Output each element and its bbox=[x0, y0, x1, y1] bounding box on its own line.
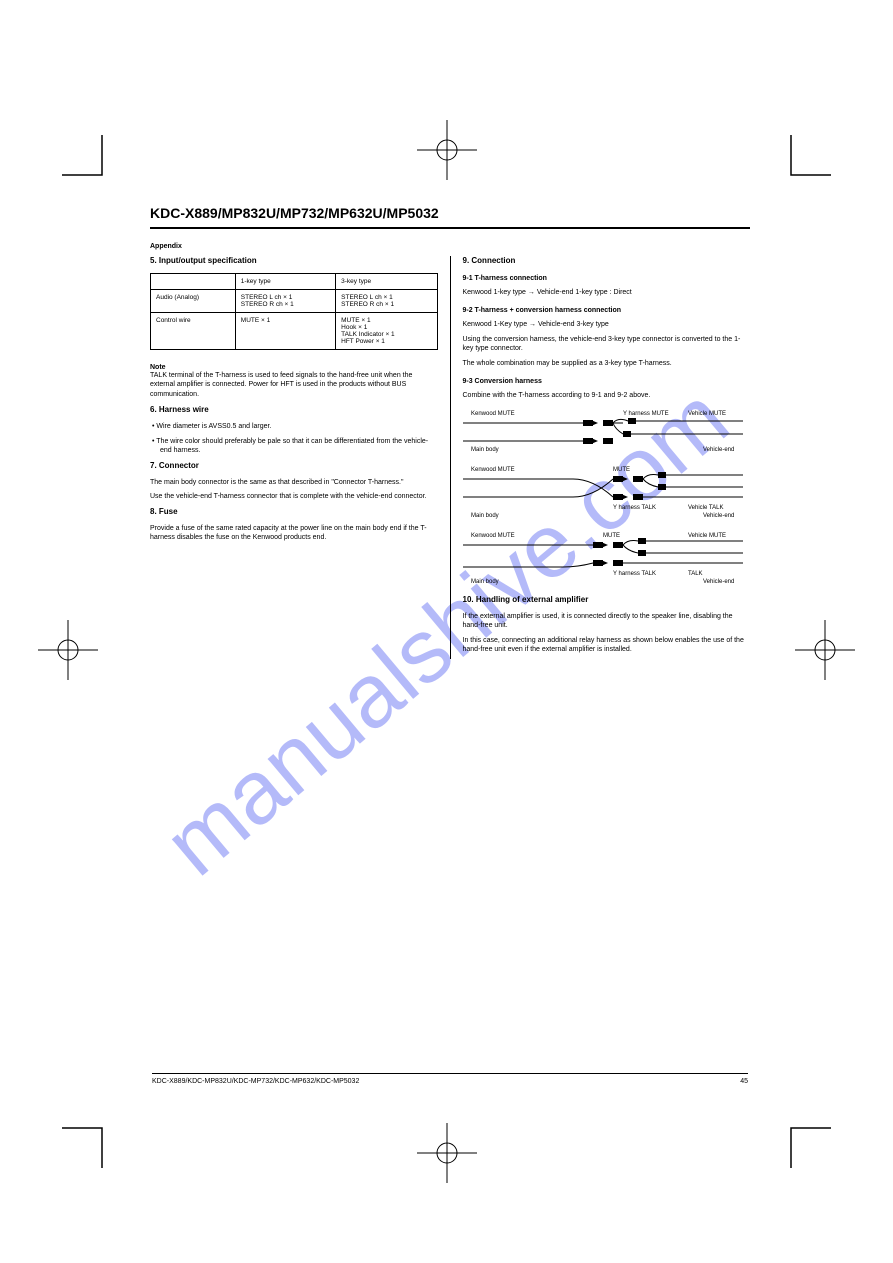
page-content: KDC-X889/MP832U/MP732/MP632U/MP5032 Appe… bbox=[150, 205, 750, 1085]
svg-text:Vehicle MUTE: Vehicle MUTE bbox=[688, 411, 726, 417]
table-cell: MUTE × 1 Hook × 1 TALK Indicator × 1 HFT… bbox=[336, 313, 437, 350]
svg-text:MUTE: MUTE bbox=[613, 467, 630, 473]
sec91-title: 9-1 T-harness connection bbox=[463, 275, 751, 282]
table-header: 3-key type bbox=[336, 274, 437, 290]
cable-figure-b: Kenwood MUTE MUTE bbox=[463, 463, 751, 519]
sec8-p: Provide a fuse of the same rated capacit… bbox=[150, 524, 438, 543]
svg-text:Kenwood MUTE: Kenwood MUTE bbox=[471, 533, 515, 539]
sec8-title: 8. Fuse bbox=[150, 507, 438, 516]
table-cell: Audio (Analog) bbox=[151, 290, 236, 313]
crop-mark-tr-icon bbox=[783, 135, 831, 183]
sec7-p1: The main body connector is the same as t… bbox=[150, 478, 438, 487]
svg-text:Vehicle-end: Vehicle-end bbox=[703, 579, 734, 585]
table-header bbox=[151, 274, 236, 290]
footer-page-number: 45 bbox=[740, 1078, 748, 1085]
right-column: 9. Connection 9-1 T-harness connection K… bbox=[451, 256, 751, 659]
sec92-pc: The whole combination may be supplied as… bbox=[463, 359, 751, 368]
svg-text:Main body: Main body bbox=[471, 447, 499, 453]
cable-figure-a: Kenwood MUTE Y harness MUTE Vehicle MUTE bbox=[463, 407, 751, 453]
registration-right-icon bbox=[795, 620, 855, 680]
footer-model: KDC-X889/KDC-MP832U/KDC-MP732/KDC-MP632/… bbox=[152, 1078, 359, 1085]
svg-text:Kenwood MUTE: Kenwood MUTE bbox=[471, 467, 515, 473]
sec6-b2: • The wire color should preferably be pa… bbox=[150, 437, 438, 456]
sec6-b1: • Wire diameter is AVSS0.5 and larger. bbox=[150, 422, 438, 431]
svg-text:Main body: Main body bbox=[471, 579, 499, 585]
svg-text:Y harness TALK: Y harness TALK bbox=[613, 571, 656, 577]
appendix-label: Appendix bbox=[150, 243, 750, 250]
svg-text:Vehicle MUTE: Vehicle MUTE bbox=[688, 533, 726, 539]
svg-text:TALK: TALK bbox=[688, 571, 703, 577]
registration-top-icon bbox=[417, 120, 477, 180]
table-row: 1-key type 3-key type bbox=[151, 274, 438, 290]
sec92-pa: Kenwood 1-Key type → Vehicle-end 3-key t… bbox=[463, 320, 751, 329]
cable-figure-c: Kenwood MUTE MUTE Vehicle MUTE bbox=[463, 529, 751, 585]
sec7-title: 7. Connector bbox=[150, 461, 438, 470]
table-cell: STEREO L ch × 1 STEREO R ch × 1 bbox=[235, 290, 335, 313]
sec92-pb: Using the conversion harness, the vehicl… bbox=[463, 335, 751, 354]
sec92-title: 9-2 T-harness + conversion harness conne… bbox=[463, 307, 751, 314]
svg-text:MUTE: MUTE bbox=[603, 533, 620, 539]
sec93-p: Combine with the T-harness according to … bbox=[463, 391, 751, 400]
io-spec-table: 1-key type 3-key type Audio (Analog) STE… bbox=[150, 273, 438, 350]
svg-text:Vehicle-end: Vehicle-end bbox=[703, 513, 734, 519]
registration-left-icon bbox=[38, 620, 98, 680]
table-header: 1-key type bbox=[235, 274, 335, 290]
crop-mark-tl-icon bbox=[62, 135, 110, 183]
sec7-p2: Use the vehicle-end T-harness connector … bbox=[150, 492, 438, 501]
table-cell: Control wire bbox=[151, 313, 236, 350]
sec6-title: 6. Harness wire bbox=[150, 405, 438, 414]
left-column: 5. Input/output specification 1-key type… bbox=[150, 256, 451, 659]
crop-mark-bl-icon bbox=[62, 1120, 110, 1168]
sec91-p: Kenwood 1-key type → Vehicle-end 1-key t… bbox=[463, 288, 751, 297]
registration-bottom-icon bbox=[417, 1123, 477, 1183]
svg-text:Vehicle-end: Vehicle-end bbox=[703, 447, 734, 453]
note-body: TALK terminal of the T-harness is used t… bbox=[150, 371, 438, 399]
crop-mark-br-icon bbox=[783, 1120, 831, 1168]
svg-text:Kenwood MUTE: Kenwood MUTE bbox=[471, 411, 515, 417]
page-title: KDC-X889/MP832U/MP732/MP632U/MP5032 bbox=[150, 205, 750, 221]
svg-text:Y harness TALK: Y harness TALK bbox=[613, 505, 656, 511]
page-footer: KDC-X889/KDC-MP832U/KDC-MP732/KDC-MP632/… bbox=[150, 1073, 750, 1085]
sec10-p2: In this case, connecting an additional r… bbox=[463, 636, 751, 655]
table-row: Control wire MUTE × 1 MUTE × 1 Hook × 1 … bbox=[151, 313, 438, 350]
sec93-title: 9-3 Conversion harness bbox=[463, 378, 751, 385]
sec10-title: 10. Handling of external amplifier bbox=[463, 595, 751, 604]
title-rule bbox=[150, 227, 750, 229]
svg-text:Vehicle TALK: Vehicle TALK bbox=[688, 505, 723, 511]
table-row: Audio (Analog) STEREO L ch × 1 STEREO R … bbox=[151, 290, 438, 313]
sec9-title: 9. Connection bbox=[463, 256, 751, 265]
sec5-title: 5. Input/output specification bbox=[150, 256, 438, 265]
table-cell: STEREO L ch × 1 STEREO R ch × 1 bbox=[336, 290, 437, 313]
sec10-p1: If the external amplifier is used, it is… bbox=[463, 612, 751, 631]
note-label: Note bbox=[150, 364, 438, 371]
svg-text:Y harness MUTE: Y harness MUTE bbox=[623, 411, 669, 417]
svg-text:Main body: Main body bbox=[471, 513, 499, 519]
table-cell: MUTE × 1 bbox=[235, 313, 335, 350]
